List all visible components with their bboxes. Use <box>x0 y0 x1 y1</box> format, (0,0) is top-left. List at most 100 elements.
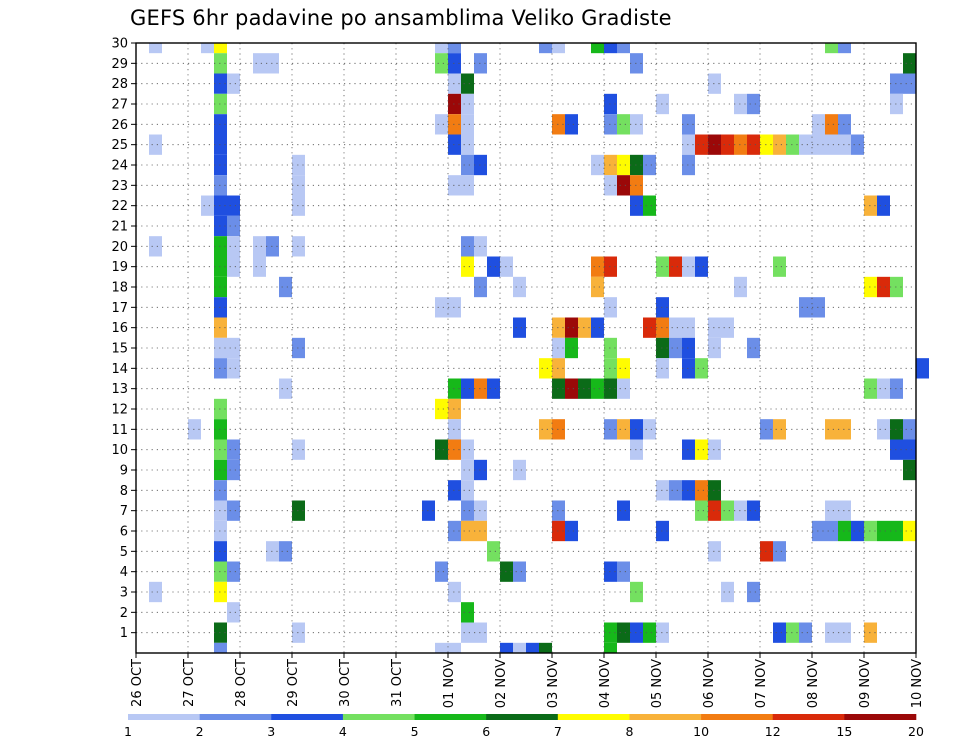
y-tick-label: 27 <box>111 98 128 113</box>
colorbar-label: 7 <box>554 724 562 739</box>
heatmap-cell <box>604 43 617 54</box>
heatmap-cell <box>539 642 552 653</box>
heatmap-cell <box>656 256 669 277</box>
heatmap-cell <box>604 358 617 379</box>
heatmap-cell <box>825 43 838 54</box>
colorbar-label: 2 <box>196 724 204 739</box>
heatmap-cell <box>461 520 474 542</box>
heatmap-cell <box>565 520 578 542</box>
colorbar-label: 8 <box>625 724 633 739</box>
heatmap-cell <box>825 419 838 440</box>
heatmap-cell <box>487 256 500 277</box>
heatmap-cell <box>552 500 565 521</box>
heatmap-cell <box>864 195 877 216</box>
colorbar-swatch <box>629 714 702 720</box>
heatmap-cell <box>721 500 734 521</box>
heatmap-cell <box>604 154 617 176</box>
heatmap-cell <box>786 622 799 643</box>
heatmap-cell <box>630 622 643 643</box>
heatmap-cell <box>721 134 734 155</box>
heatmap-cell <box>214 154 227 176</box>
heatmap-cell <box>877 520 890 542</box>
y-tick-label: 21 <box>111 220 128 235</box>
heatmap-cell <box>825 520 838 542</box>
heatmap-cell <box>214 622 227 643</box>
heatmap-cell <box>227 459 240 481</box>
heatmap-cell <box>617 500 630 521</box>
heatmap-cell <box>695 500 708 521</box>
heatmap-cell <box>474 520 487 542</box>
heatmap-cell <box>461 378 474 399</box>
y-tick-label: 12 <box>111 403 128 418</box>
colorbar-label: 15 <box>836 724 852 739</box>
heatmap-cell <box>669 256 682 277</box>
heatmap-cell <box>448 419 461 440</box>
colorbar-label: 3 <box>267 724 275 739</box>
heatmap-cell <box>604 419 617 440</box>
heatmap-cell <box>448 398 461 420</box>
heatmap-cell <box>279 378 292 399</box>
heatmap-cell <box>292 622 305 643</box>
heatmap-cell <box>708 480 721 501</box>
heatmap-cell <box>253 53 266 74</box>
heatmap-cell <box>474 500 487 521</box>
y-tick-label: 9 <box>120 464 128 479</box>
heatmap-cell <box>799 134 812 155</box>
x-tick-label: 02 NOV <box>494 659 509 708</box>
heatmap-cell <box>474 53 487 74</box>
heatmap-cell <box>734 500 747 521</box>
heatmap-cell <box>708 337 721 359</box>
heatmap-cell <box>461 236 474 257</box>
heatmap-cell <box>695 134 708 155</box>
heatmap-cell <box>695 256 708 277</box>
x-tick-label: 30 OCT <box>338 659 353 707</box>
heatmap-cell <box>422 500 435 521</box>
y-tick-label: 3 <box>120 586 128 601</box>
heatmap-cell <box>708 439 721 460</box>
heatmap-cell <box>864 276 877 298</box>
y-tick-label: 17 <box>111 301 128 316</box>
heatmap-cell <box>903 419 916 440</box>
heatmap-cell <box>474 276 487 298</box>
heatmap-cell <box>448 581 461 603</box>
heatmap-cell <box>448 480 461 501</box>
heatmap-cell <box>734 276 747 298</box>
heatmap-cell <box>890 73 903 94</box>
heatmap-cell <box>149 43 162 54</box>
heatmap-cell <box>292 500 305 521</box>
heatmap-cell <box>227 439 240 460</box>
heatmap-cell <box>630 581 643 603</box>
heatmap-cell <box>877 195 890 216</box>
heatmap-cell <box>513 317 526 338</box>
heatmap-cell <box>903 53 916 74</box>
heatmap-cell <box>825 134 838 155</box>
y-tick-label: 26 <box>111 118 128 133</box>
y-axis: 1234567891011121314151617181920212223242… <box>111 37 136 641</box>
heatmap-cell <box>838 43 851 54</box>
heatmap-cell <box>214 561 227 582</box>
heatmap-cell <box>734 93 747 115</box>
heatmap-cell <box>552 419 565 440</box>
heatmap-cell <box>279 541 292 562</box>
heatmap-cell <box>461 500 474 521</box>
y-tick-label: 15 <box>111 342 128 357</box>
heatmap-cell <box>838 500 851 521</box>
heatmap-cell <box>838 520 851 542</box>
heatmap-cell <box>500 561 513 582</box>
heatmap-cell <box>656 317 669 338</box>
heatmap-cell <box>617 43 630 54</box>
heatmap-cell <box>513 459 526 481</box>
colorbar-label: 1 <box>124 724 132 739</box>
heatmap-cell <box>565 337 578 359</box>
heatmap-cell <box>682 134 695 155</box>
heatmap-cell <box>747 93 760 115</box>
heatmap-cell <box>578 317 591 338</box>
heatmap-cell <box>890 419 903 440</box>
x-tick-label: 01 NOV <box>442 659 457 708</box>
heatmap-cell <box>721 317 734 338</box>
heatmap-cell <box>617 114 630 135</box>
heatmap-cell <box>812 114 825 135</box>
heatmap-cell <box>227 73 240 94</box>
heatmap-cell <box>643 317 656 338</box>
colorbar-swatch <box>128 714 200 720</box>
